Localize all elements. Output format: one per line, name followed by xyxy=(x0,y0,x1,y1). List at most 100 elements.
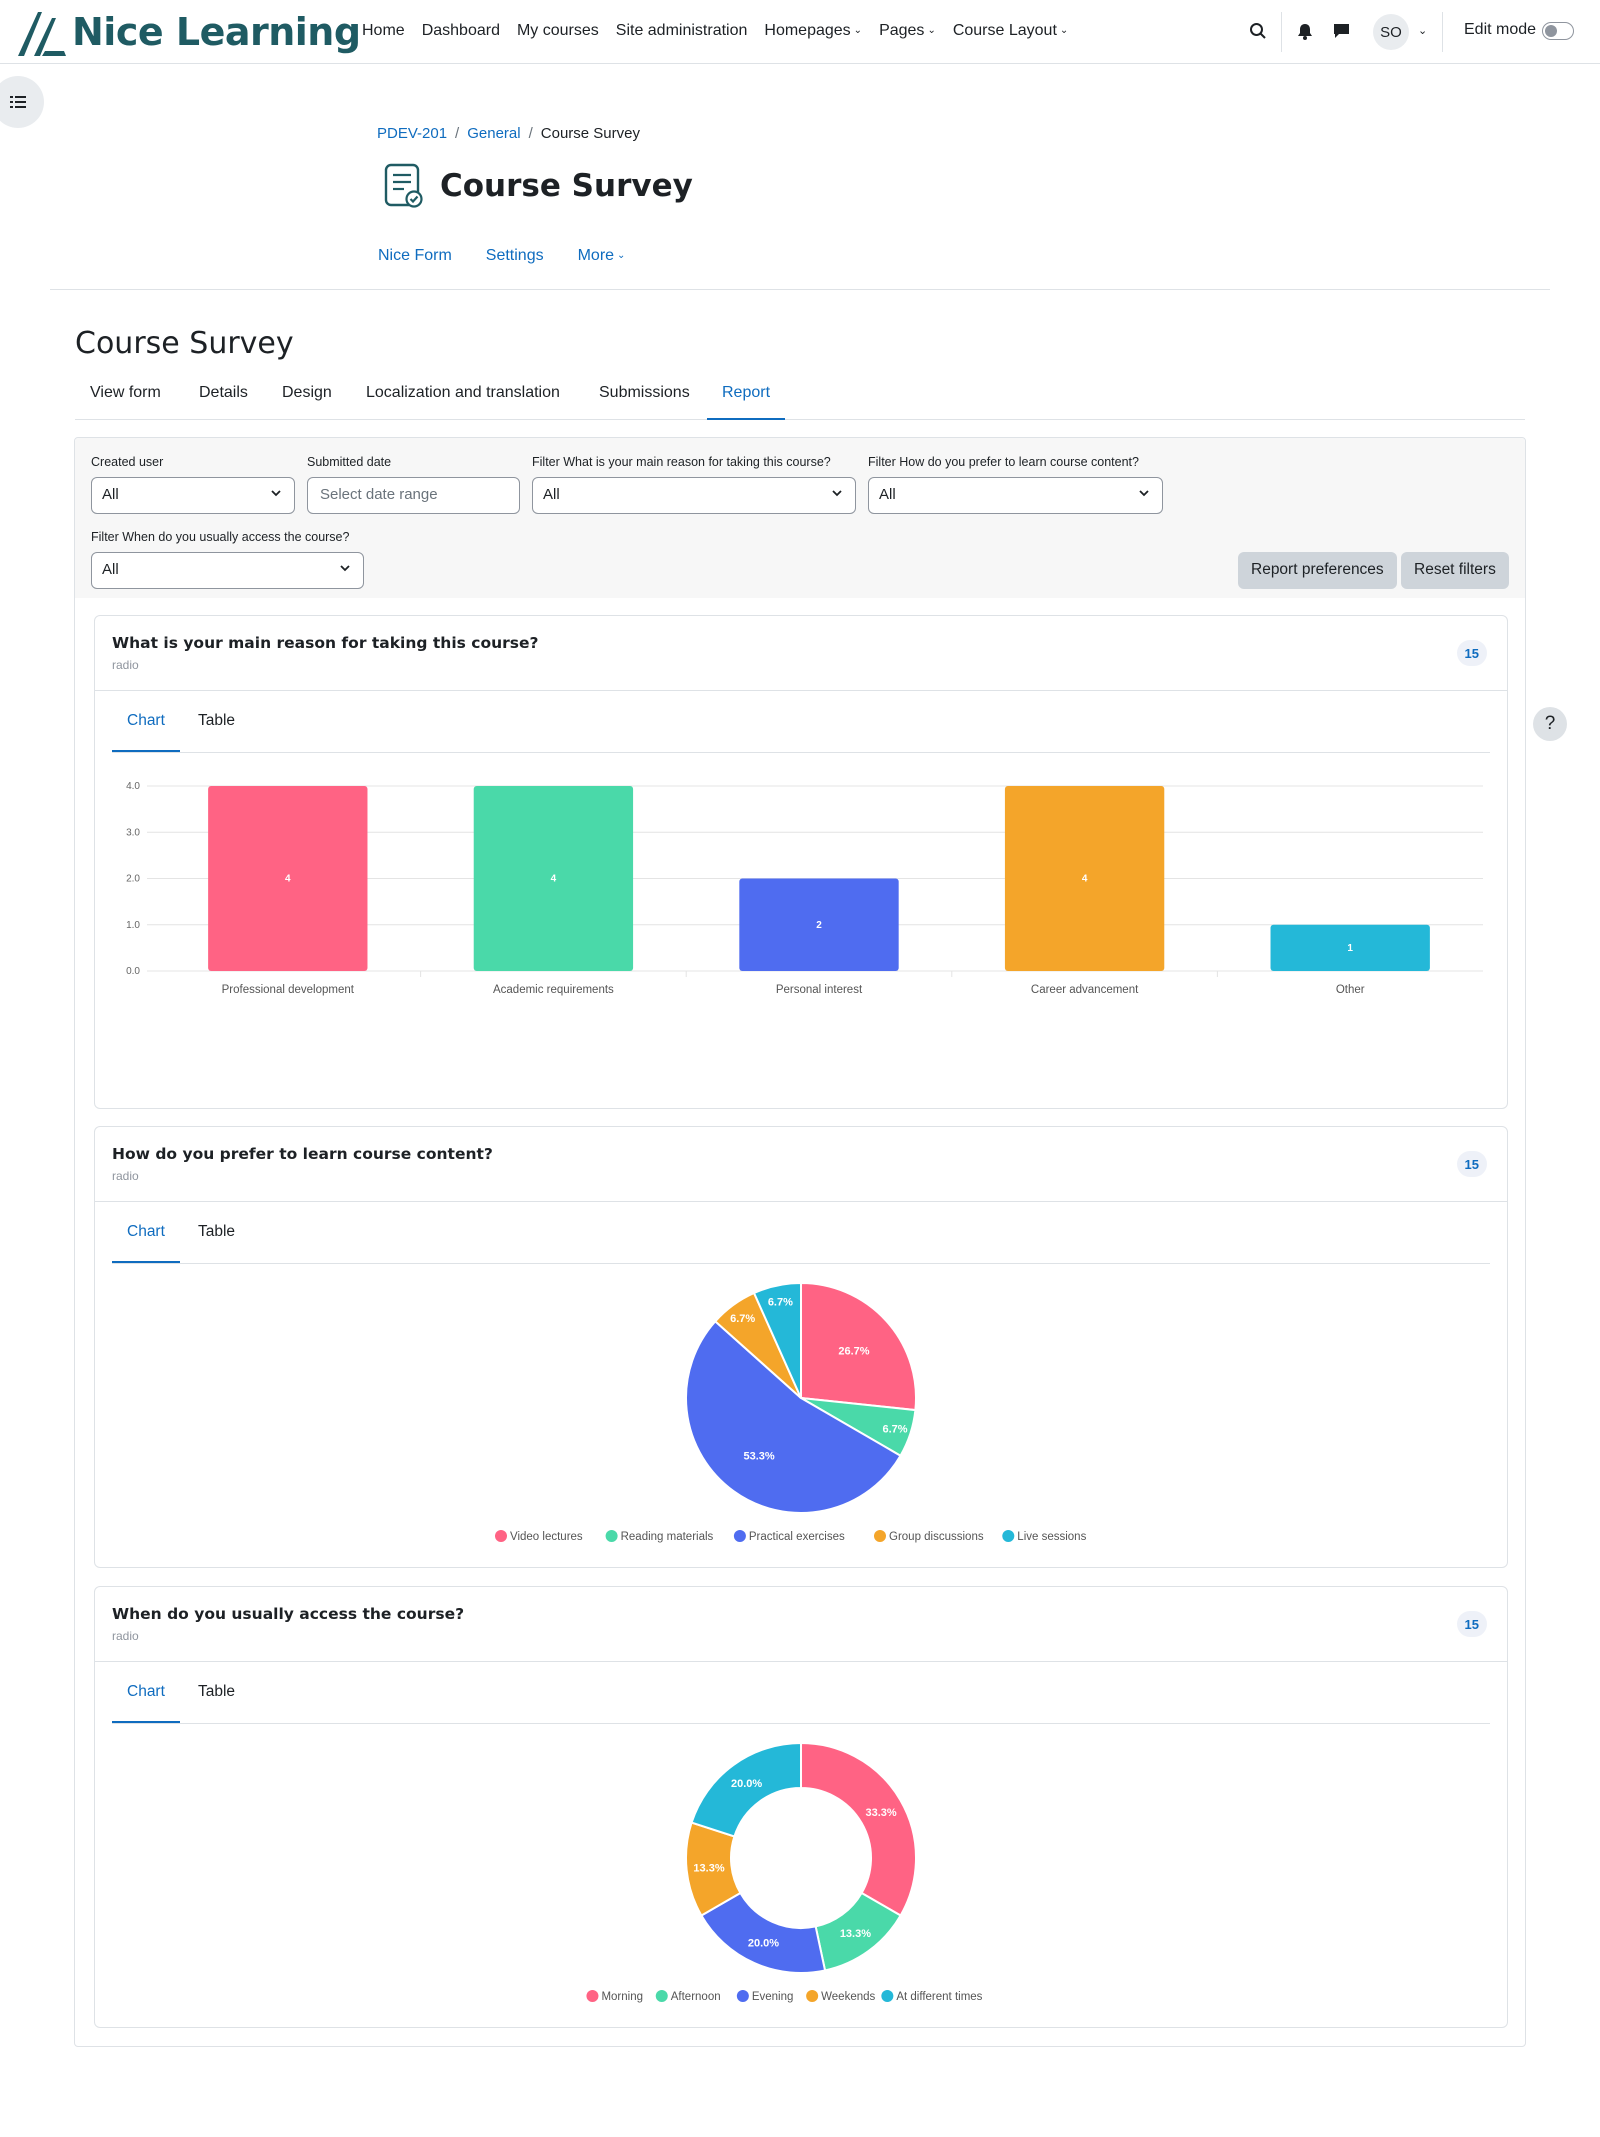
chevron-down-icon xyxy=(832,490,842,497)
slice-label: 33.3% xyxy=(866,1807,897,1819)
slice-label: 53.3% xyxy=(744,1451,775,1463)
secnav-more-dropdown[interactable]: More ⌄ xyxy=(578,247,626,265)
messages-button[interactable] xyxy=(1328,18,1354,44)
nav-site-administration[interactable]: Site administration xyxy=(615,22,748,39)
slice-at-different-times xyxy=(690,1741,802,1838)
edit-mode-toggle[interactable] xyxy=(1542,22,1574,40)
created-user-select[interactable]: All xyxy=(91,477,295,514)
reset-filters-button[interactable]: Reset filters xyxy=(1401,552,1509,589)
secnav-more-label: More xyxy=(577,247,615,264)
nav-dashboard[interactable]: Dashboard xyxy=(421,22,500,39)
chevron-down-icon xyxy=(271,490,281,497)
breadcrumb-separator: / xyxy=(528,125,533,142)
nav-my-courses[interactable]: My courses xyxy=(516,22,599,39)
breadcrumb-course[interactable]: PDEV-201 xyxy=(377,125,448,142)
form-tabs: View form Details Design Localization an… xyxy=(75,380,1525,420)
course-index-drawer-button[interactable] xyxy=(0,76,44,128)
secondary-navigation: Nice Form Settings More ⌄ xyxy=(378,247,659,265)
legend-swatch xyxy=(1002,1530,1015,1542)
tab-chart[interactable]: Chart xyxy=(112,1683,180,1723)
tab-chart[interactable]: Chart xyxy=(112,712,180,752)
legend-swatch xyxy=(736,1990,749,2002)
slice-label: 6.7% xyxy=(730,1313,755,1325)
divider xyxy=(112,1263,1490,1264)
report-preferences-button[interactable]: Report preferences xyxy=(1238,552,1397,589)
breadcrumb-separator: / xyxy=(455,125,460,142)
tab-table[interactable]: Table xyxy=(198,1683,236,1700)
slice-label: 26.7% xyxy=(838,1345,869,1357)
secnav-nice-form[interactable]: Nice Form xyxy=(378,247,452,264)
tab-table[interactable]: Table xyxy=(198,1223,236,1240)
response-count-badge: 15 xyxy=(1456,1611,1487,1637)
slice-live-sessions xyxy=(752,1281,802,1399)
legend-label: Morning xyxy=(601,1991,643,2003)
divider xyxy=(95,690,1507,691)
secnav-settings[interactable]: Settings xyxy=(485,247,544,264)
legend-label: Afternoon xyxy=(671,1991,721,2003)
help-button[interactable]: ? xyxy=(1533,707,1567,741)
user-initials: SO xyxy=(1380,23,1402,41)
tab-submissions[interactable]: Submissions xyxy=(599,384,690,401)
site-logo[interactable]: Nice Learning xyxy=(12,4,361,60)
question-card: When do you usually access the course? r… xyxy=(94,1586,1508,2028)
nav-homepages-dropdown[interactable]: Homepages ⌄ xyxy=(764,22,862,40)
bar-career-advancement xyxy=(1004,786,1165,971)
tab-design[interactable]: Design xyxy=(282,384,332,401)
legend-label: Reading materials xyxy=(621,1531,714,1543)
q3-filter-select[interactable]: All xyxy=(91,552,364,589)
donut-chart: 33.3% 13.3% 20.0% 13.3% 20.0% Morning Afternoo… xyxy=(586,1741,983,2003)
nav-pages-dropdown[interactable]: Pages ⌄ xyxy=(879,22,936,40)
q1-filter-select[interactable]: All xyxy=(532,477,856,514)
nav-home[interactable]: Home xyxy=(362,22,405,39)
bar-academic-requirements xyxy=(473,786,634,971)
question-title: How do you prefer to learn course conten… xyxy=(112,1145,493,1163)
legend-label: Practical exercises xyxy=(749,1531,845,1543)
created-user-value: All xyxy=(102,486,119,503)
q2-filter-select[interactable]: All xyxy=(868,477,1163,514)
avatar[interactable]: SO xyxy=(1373,14,1409,50)
x-tick-label: Personal interest xyxy=(776,984,863,996)
tab-chart[interactable]: Chart xyxy=(112,1223,180,1263)
legend-swatch xyxy=(733,1530,746,1542)
tab-details[interactable]: Details xyxy=(199,384,248,401)
submitted-date-input[interactable]: Select date range xyxy=(307,477,520,514)
slice-practical-exercises xyxy=(685,1319,902,1514)
tab-localization-and-translation[interactable]: Localization and translation xyxy=(366,384,560,401)
slice-label: 13.3% xyxy=(693,1863,724,1875)
user-menu-chevron-down-icon[interactable]: ⌄ xyxy=(1418,25,1428,37)
data-label: 2 xyxy=(816,920,822,931)
question-card: What is your main reason for taking this… xyxy=(94,615,1508,1109)
legend-label: Live sessions xyxy=(1017,1531,1086,1543)
logo-mark-icon xyxy=(18,12,66,56)
y-tick-label: 1.0 xyxy=(126,920,140,931)
tab-view-form[interactable]: View form xyxy=(90,384,161,401)
tab-table[interactable]: Table xyxy=(198,712,236,729)
q3-filter-value: All xyxy=(102,561,119,578)
chevron-down-icon: ⌄ xyxy=(853,25,863,36)
chevron-down-icon xyxy=(340,565,350,572)
question-type: radio xyxy=(112,1169,139,1183)
breadcrumb: PDEV-201 / General / Course Survey xyxy=(377,125,640,142)
slice-morning xyxy=(800,1741,917,1917)
report-panel: Created user All Submitted date Select d… xyxy=(74,437,1526,2047)
question-title: When do you usually access the course? xyxy=(112,1605,465,1623)
chevron-down-icon xyxy=(1139,490,1149,497)
legend-swatch xyxy=(605,1530,618,1542)
data-label: 4 xyxy=(1082,874,1088,885)
divider xyxy=(95,1201,1507,1202)
bar-professional-development xyxy=(208,786,368,971)
notifications-button[interactable] xyxy=(1292,18,1318,44)
divider xyxy=(1281,12,1282,52)
q3-filter-label: Filter When do you usually access the co… xyxy=(91,530,350,544)
search-button[interactable] xyxy=(1245,18,1271,44)
nav-course-layout-dropdown[interactable]: Course Layout ⌄ xyxy=(953,22,1068,40)
data-label: 4 xyxy=(285,874,291,885)
tab-report[interactable]: Report xyxy=(707,380,786,420)
slice-label: 13.3% xyxy=(840,1928,871,1940)
breadcrumb-section[interactable]: General xyxy=(467,125,521,142)
nav-pages-label: Pages xyxy=(879,22,925,39)
bell-icon xyxy=(1298,23,1312,40)
primary-navigation: Home Dashboard My courses Site administr… xyxy=(362,22,1085,40)
legend-swatch xyxy=(495,1530,507,1542)
pie-chart: 26.7% 6.7% 53.3% 6.7% 6.7% Video lectures Read… xyxy=(495,1281,1087,1543)
